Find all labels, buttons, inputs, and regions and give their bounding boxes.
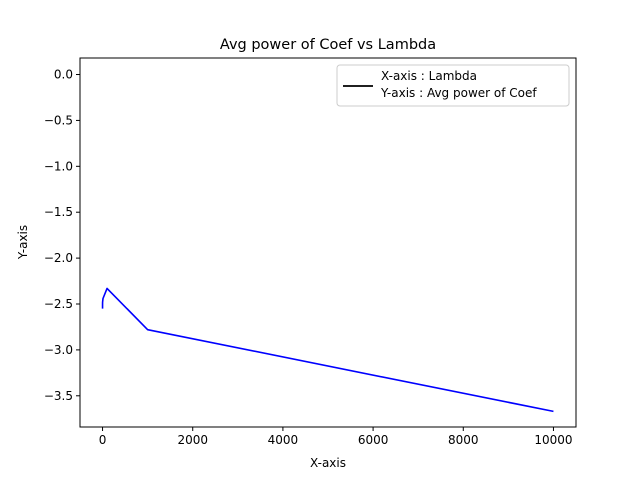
legend-box (336, 64, 570, 107)
y-tick-label: −2.5 (44, 297, 73, 311)
x-tick-label: 2000 (177, 433, 208, 447)
y-tick-label: 0.0 (54, 68, 73, 82)
y-tick-label: −3.0 (44, 343, 73, 357)
y-tick-label: −1.5 (44, 205, 73, 219)
x-tick-label: 8000 (448, 433, 479, 447)
x-tick-label: 4000 (268, 433, 299, 447)
y-axis-title: Y-axis (16, 225, 30, 260)
legend-label-line-2: Y-axis : Avg power of Coef (380, 86, 537, 100)
x-tick-label: 0 (99, 433, 107, 447)
y-tick-label: −1.0 (44, 159, 73, 173)
axes-frame (79, 57, 577, 428)
y-tick-label: −2.0 (44, 251, 73, 265)
legend: X-axis : Lambda Y-axis : Avg power of Co… (336, 64, 570, 107)
series-line-0 (101, 287, 554, 413)
legend-label-line-1: X-axis : Lambda (381, 69, 477, 83)
x-tick-label: 10000 (534, 433, 572, 447)
y-tick-label: −0.5 (44, 113, 73, 127)
y-tick-label: −3.5 (44, 389, 73, 403)
x-axis-title: X-axis (310, 456, 346, 470)
chart-title: Avg power of Coef vs Lambda (220, 37, 436, 53)
x-tick-label: 6000 (358, 433, 389, 447)
plot-area: 0 2000 4000 6000 8000 10000 0.0 −0.5 −1.0 −1.5 −2.… (44, 57, 577, 447)
